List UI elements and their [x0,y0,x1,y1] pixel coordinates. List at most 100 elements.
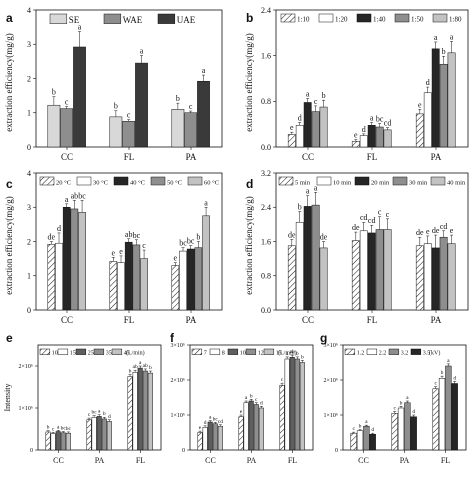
significance-letter: cd [218,419,223,425]
bar-b-CC-2 [303,102,312,148]
bar-c-PA-1 [179,250,187,311]
legend-label: WAE [123,15,143,25]
bar-f-FL-1 [284,358,290,451]
bar-c-PA-4 [202,215,210,311]
y-tick-label: 0 [27,143,31,152]
bar-f-PA-0 [238,416,244,451]
significance-letter: cd [384,119,392,128]
legend-label: 35 [106,350,112,356]
bar-e-CC-2 [55,431,61,451]
legend-label: 60 °C [204,180,219,187]
bar-b-PA-4 [447,52,456,148]
bar-d-PA-0 [415,245,424,311]
y-tick-label: 2×10⁶ [19,364,33,370]
y-tick-label: 2.4 [261,6,271,15]
legend-label: 3.2 [401,350,409,356]
significance-letter: b [114,102,118,111]
legend-swatch [209,348,221,355]
bar-b-PA-1 [423,92,432,148]
y-tick-label: 0 [335,448,338,454]
legend-swatch [113,176,129,186]
significance-letter: e [199,425,202,431]
bar-f-CC-3 [212,423,218,451]
significance-letter: e [240,409,243,415]
y-tick-label: 0.8 [261,97,271,106]
bar-d-CC-1 [295,221,304,311]
bar-e-PA-4 [106,421,112,451]
bar-e-CC-0 [45,431,51,451]
bar-e-CC-4 [65,432,71,451]
significance-letter: b [301,354,304,360]
legend-swatch [356,13,372,23]
significance-letter: e [450,226,454,235]
bar-f-PA-3 [253,404,259,451]
panel-letter: c [6,177,13,191]
x-category-label: CC [205,456,216,465]
y-tick-label: 2×10⁶ [324,378,338,384]
panel-letter: f [170,331,175,345]
significance-letter: a [370,113,374,122]
panel-letter: d [246,177,253,191]
y-tick-label: 0 [182,448,185,454]
bar-e-FL-0 [127,376,133,451]
significance-letter: c [352,426,355,432]
x-category-label: FL [124,315,135,325]
y-tick-label: 2 [27,74,31,83]
significance-letter: e [418,100,422,109]
significance-letter: bc [187,237,195,246]
bar-g-PA-3 [410,416,417,451]
significance-letter: b [149,365,152,371]
bar-e-FL-2 [137,367,143,451]
legend-swatch [157,13,176,24]
significance-letter: a [209,415,212,421]
legend-label: 1.2 [357,350,365,356]
y-tick-label: 1×10⁶ [171,413,185,419]
legend-label: 10 [240,350,246,356]
significance-letter: d [362,125,366,134]
y-tick-label: 4 [27,169,31,178]
bar-c-FL-2 [124,241,133,311]
bar-b-FL-1 [359,135,368,148]
legend-swatch [430,176,446,186]
bar-g-FL-3 [451,383,458,451]
bar-d-CC-4 [319,247,328,311]
significance-letter: b [196,233,200,242]
significance-letter: de [48,233,56,242]
x-category-label: PA [400,456,410,465]
bar-g-FL-2 [445,365,452,451]
bar-f-FL-0 [279,385,285,451]
legend-swatch [39,176,55,186]
significance-letter: de [288,230,296,239]
bar-b-CC-0 [287,134,296,148]
x-category-label: FL [288,456,297,465]
x-category-label: FL [441,456,450,465]
bar-b-PA-0 [415,113,424,148]
significance-letter: b [129,368,132,374]
significance-letter: a [78,23,82,32]
legend-label: 1:50 [411,16,424,24]
y-axis-label: extraction efficiency(mg/g) [4,33,14,132]
x-category-label: FL [367,315,378,325]
legend-label: 1:80 [449,16,462,24]
significance-letter: b [176,94,180,103]
bar-a-FL-0 [109,116,123,148]
bar-c-FL-0 [109,261,118,311]
x-category-label: PA [431,152,442,162]
bar-e-FL-1 [132,372,138,451]
significance-letter: b [296,351,299,357]
significance-letter: a [140,47,144,56]
significance-letter: e [112,248,116,257]
significance-letter: c [52,426,55,432]
significance-letter: d [108,414,111,420]
x-category-label: CC [302,152,314,162]
significance-letter: b [298,203,302,212]
x-category-label: PA [186,152,197,162]
y-axis-label: extraction efficiency(mg/g) [244,33,254,132]
legend-label: 40 min [447,180,466,187]
bar-c-CC-4 [78,212,86,311]
significance-letter: a [450,32,454,41]
legend-swatch [150,176,166,186]
